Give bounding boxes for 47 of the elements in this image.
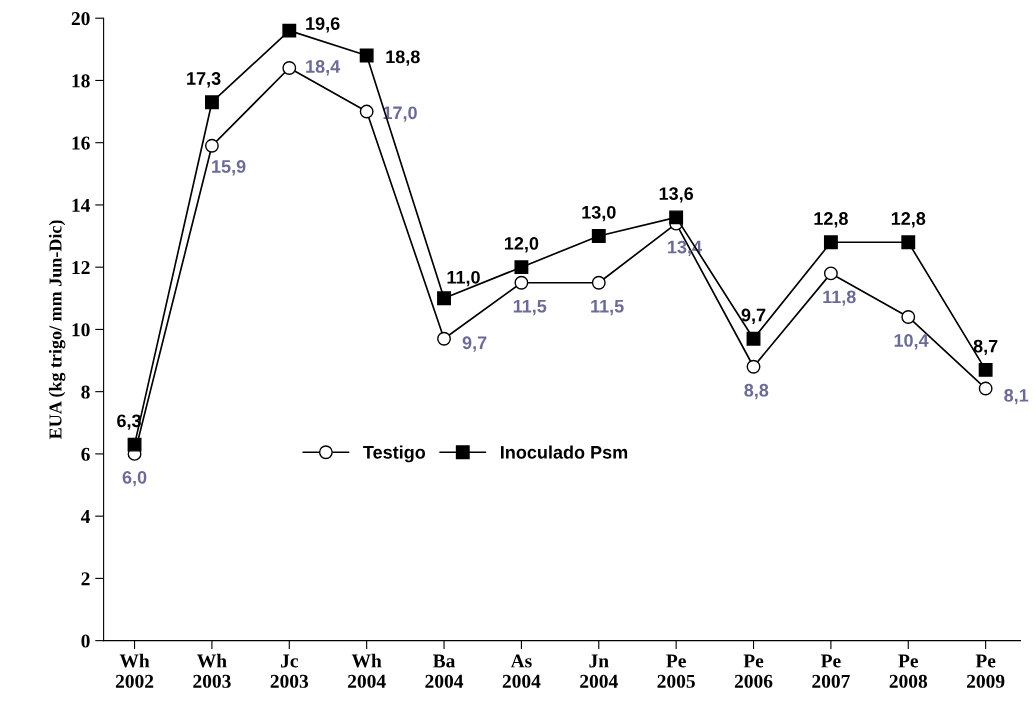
x-tick-label: Pe 2009 (967, 654, 1005, 688)
y-tick-label: 12 (72, 261, 90, 274)
x-tick-label: Jn 2004 (580, 654, 618, 688)
x-tick-label: As 2004 (502, 654, 541, 688)
data-label: 6,0 (122, 470, 147, 487)
data-label: 11,0 (447, 270, 480, 287)
x-tick-label: Pe 2008 (889, 654, 928, 688)
y-tick-label: 10 (72, 323, 90, 337)
x-tick-label: Wh 2003 (193, 653, 231, 688)
y-tick-label: 14 (72, 198, 91, 212)
x-tick-label: Jc 2003 (270, 654, 309, 688)
y-tick-label: 20 (71, 12, 90, 26)
data-label: 9,7 (462, 336, 487, 352)
legend-label: Testigo (363, 445, 426, 463)
x-tick-label: Wh 2004 (348, 653, 386, 688)
data-label: 19,6 (306, 17, 340, 33)
x-tick-label: Wh 2002 (115, 653, 154, 688)
y-tick-label: 6 (81, 447, 90, 461)
data-label: 17,3 (187, 72, 221, 88)
y-tick-label: 8 (81, 385, 90, 399)
y-tick-label: 16 (72, 136, 90, 150)
data-label: 13,6 (659, 187, 694, 203)
y-axis-title: EUA (kg trigo/ mm Jun-Dic) (48, 220, 66, 439)
y-tick-label: 4 (80, 510, 91, 523)
legend-label: Inoculado Psm (501, 445, 628, 459)
y-tick-label: 2 (81, 572, 90, 586)
data-label: 8,8 (744, 383, 769, 400)
data-label: 11,5 (591, 299, 624, 316)
y-tick-label: 0 (81, 634, 90, 648)
data-label: 9,7 (741, 308, 766, 324)
data-label: 12,8 (814, 212, 848, 228)
x-tick-label: Pe 2006 (734, 654, 773, 688)
x-tick-label: Pe 2005 (657, 654, 695, 688)
x-tick-label: Ba 2004 (425, 654, 464, 688)
data-label: 12,8 (891, 212, 926, 228)
data-label: 15,9 (212, 160, 246, 176)
data-label: 12,0 (504, 237, 539, 253)
x-tick-label: Pe 2007 (812, 654, 850, 688)
data-label: 13,0 (582, 205, 616, 222)
y-tick-label: 18 (72, 74, 90, 88)
data-label: 18,8 (386, 50, 420, 66)
data-label: 8,1 (1004, 388, 1029, 405)
data-label: 10,4 (894, 334, 929, 350)
data-label: 11,5 (513, 299, 547, 316)
data-label: 18,4 (306, 60, 341, 76)
data-label: 11,8 (823, 290, 856, 306)
data-label: 8,7 (973, 339, 998, 356)
